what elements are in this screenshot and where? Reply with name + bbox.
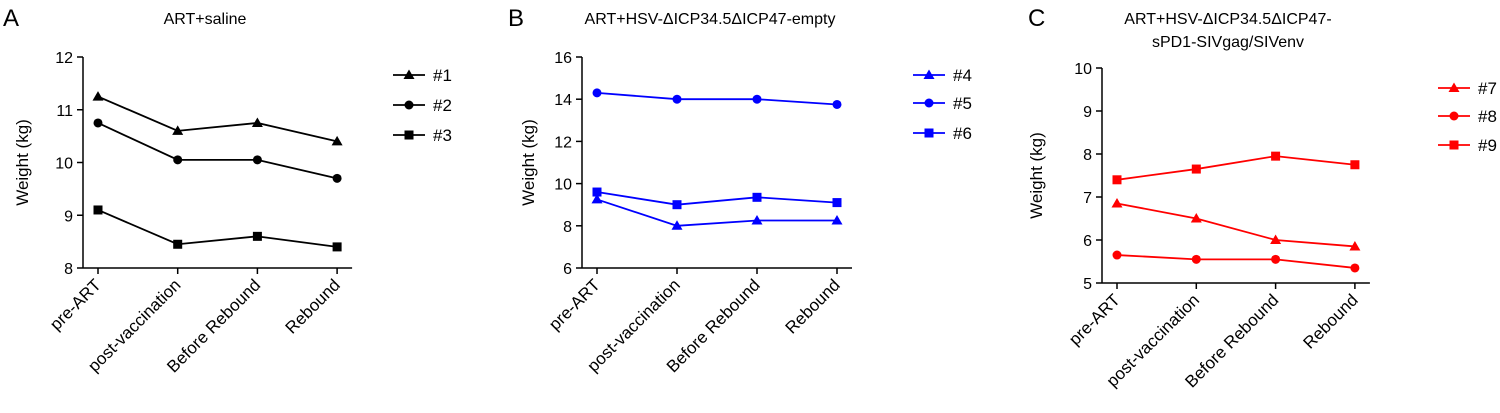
marker-square xyxy=(1271,151,1281,161)
marker-circle xyxy=(924,98,934,108)
series-line xyxy=(97,122,338,180)
series-line xyxy=(1116,155,1355,181)
marker-triangle xyxy=(92,91,104,101)
marker-circle xyxy=(1191,254,1201,264)
y-tick-label: 16 xyxy=(554,50,572,67)
marker-triangle xyxy=(831,215,843,225)
marker-triangle xyxy=(251,117,263,127)
y-tick-label: 8 xyxy=(563,219,572,236)
chart-title: sPD1-SIVgag/SIVenv xyxy=(1152,34,1304,51)
panel-label: A xyxy=(3,5,19,32)
x-tick-label: pre-ART xyxy=(1065,290,1124,349)
series-line xyxy=(1116,202,1355,248)
marker-circle xyxy=(1350,263,1360,273)
x-tick-label: Rebound xyxy=(782,275,844,337)
marker-circle xyxy=(1112,250,1122,260)
marker-triangle xyxy=(1111,197,1123,208)
legend-label: #9 xyxy=(1478,136,1497,155)
marker-square xyxy=(672,200,682,210)
marker-triangle xyxy=(172,125,184,135)
marker-square xyxy=(1191,164,1201,174)
series-line xyxy=(1116,254,1355,269)
legend-label: #4 xyxy=(953,66,972,85)
y-axis-label: Weight (kg) xyxy=(13,119,32,206)
y-tick-label: 12 xyxy=(554,134,572,151)
series-line xyxy=(596,191,838,206)
y-tick-label: 8 xyxy=(1083,147,1092,164)
marker-circle xyxy=(1449,111,1459,121)
marker-triangle xyxy=(591,193,603,204)
y-tick-label: 6 xyxy=(1083,233,1092,250)
marker-circle xyxy=(592,88,602,98)
chart-title: ART+HSV-ΔICP34.5ΔICP47- xyxy=(1124,11,1331,28)
marker-triangle xyxy=(1349,240,1361,251)
marker-square xyxy=(1112,175,1122,185)
marker-circle xyxy=(832,99,842,109)
y-tick-label: 14 xyxy=(554,92,572,109)
legend-label: #6 xyxy=(953,124,972,143)
y-axis-label: Weight (kg) xyxy=(519,119,538,206)
x-tick-label: pre-ART xyxy=(46,275,105,334)
marker-square xyxy=(592,187,602,197)
y-tick-label: 7 xyxy=(1083,190,1092,207)
marker-square xyxy=(1350,160,1360,170)
y-tick-label: 10 xyxy=(1074,61,1092,78)
y-tick-label: 10 xyxy=(55,156,73,173)
marker-triangle xyxy=(671,220,683,230)
marker-circle xyxy=(173,155,183,165)
marker-square xyxy=(252,231,262,241)
marker-triangle xyxy=(1190,213,1202,223)
panel-label: B xyxy=(508,5,524,32)
x-tick-label: Rebound xyxy=(1299,290,1361,352)
panel-label: C xyxy=(1028,5,1045,32)
marker-triangle xyxy=(1270,234,1282,244)
marker-circle xyxy=(1271,254,1281,264)
series-line xyxy=(97,95,338,143)
y-tick-label: 11 xyxy=(56,103,73,120)
marker-square xyxy=(332,242,342,252)
chart-title: ART+saline xyxy=(164,11,247,28)
marker-circle xyxy=(672,94,682,104)
y-tick-label: 9 xyxy=(64,208,73,225)
y-tick-label: 12 xyxy=(55,50,73,67)
marker-square xyxy=(1449,140,1459,150)
marker-triangle xyxy=(403,69,415,79)
marker-circle xyxy=(252,155,262,165)
marker-triangle xyxy=(751,215,763,225)
series-line xyxy=(97,209,338,248)
marker-square xyxy=(752,192,762,202)
legend-label: #3 xyxy=(433,126,452,145)
legend-label: #5 xyxy=(953,94,972,113)
marker-circle xyxy=(752,94,762,104)
x-tick-label: Rebound xyxy=(282,275,344,337)
y-tick-label: 5 xyxy=(1083,276,1092,293)
marker-circle xyxy=(404,100,414,110)
series-line xyxy=(596,198,837,227)
y-tick-label: 10 xyxy=(554,177,572,194)
legend-label: #2 xyxy=(433,96,452,115)
marker-square xyxy=(404,130,414,140)
legend-label: #8 xyxy=(1478,107,1497,126)
marker-square xyxy=(924,128,934,138)
marker-square xyxy=(173,239,183,249)
marker-circle xyxy=(332,173,342,183)
y-tick-label: 8 xyxy=(64,261,73,278)
x-tick-label: pre-ART xyxy=(545,275,604,334)
marker-triangle xyxy=(1448,82,1460,92)
marker-square xyxy=(93,205,103,215)
marker-square xyxy=(832,198,842,208)
series-line xyxy=(596,91,838,106)
y-axis-label: Weight (kg) xyxy=(1027,132,1046,219)
legend-label: #1 xyxy=(433,66,452,85)
legend-label: #7 xyxy=(1478,79,1497,98)
marker-triangle xyxy=(331,135,343,146)
y-tick-label: 9 xyxy=(1083,104,1092,121)
y-tick-label: 6 xyxy=(563,261,572,278)
marker-triangle xyxy=(923,69,935,79)
marker-circle xyxy=(93,118,103,128)
chart-title: ART+HSV-ΔICP34.5ΔICP47-empty xyxy=(585,11,836,28)
